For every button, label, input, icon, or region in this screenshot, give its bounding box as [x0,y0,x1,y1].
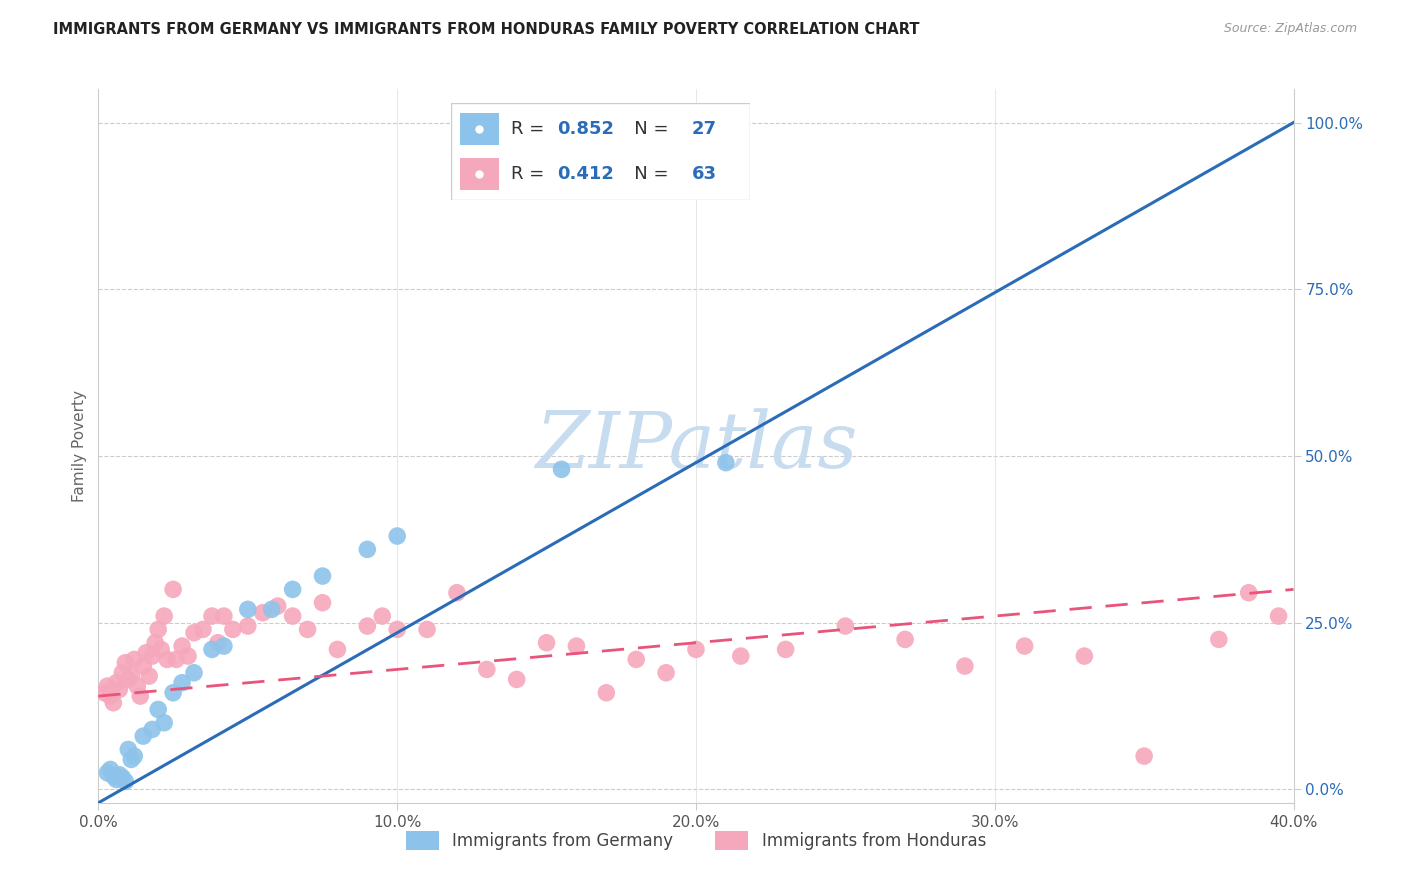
Point [260,602,283,616]
Point [141,723,163,737]
Point [297,623,319,637]
Point [127,679,149,693]
Point [183,665,205,680]
Point [201,642,224,657]
Point [132,729,155,743]
Point [103,696,125,710]
Point [129,689,152,703]
Point [135,646,157,660]
Point [311,569,333,583]
Point [172,675,194,690]
Point [165,652,187,666]
Point [143,636,166,650]
Point [201,609,224,624]
Point [114,656,136,670]
Point [730,649,752,664]
Legend: Immigrants from Germany, Immigrants from Honduras: Immigrants from Germany, Immigrants from… [398,822,994,859]
Point [371,609,394,624]
Point [595,686,617,700]
Point [156,652,179,666]
Point [111,665,134,680]
Point [1133,749,1156,764]
Point [117,742,139,756]
Point [655,665,678,680]
Point [236,602,259,616]
Point [177,649,200,664]
Point [236,619,259,633]
Point [150,642,173,657]
Point [120,669,142,683]
Point [446,585,468,599]
Text: IMMIGRANTS FROM GERMANY VS IMMIGRANTS FROM HONDURAS FAMILY POVERTY CORRELATION C: IMMIGRANTS FROM GERMANY VS IMMIGRANTS FR… [53,22,920,37]
Point [475,662,498,676]
Point [111,771,134,785]
Point [506,673,529,687]
Point [141,649,163,664]
Point [191,623,214,637]
Point [834,619,856,633]
Point [105,675,128,690]
Point [124,652,146,666]
Point [148,702,170,716]
Point [162,686,184,700]
Point [103,769,125,783]
Point [267,599,290,613]
Point [105,772,128,787]
Point [1208,632,1230,647]
Point [626,652,648,666]
Point [894,632,917,647]
Point [138,669,160,683]
Point [93,686,115,700]
Point [311,596,333,610]
Point [1073,649,1095,664]
Point [96,679,118,693]
Point [326,642,349,657]
Point [565,639,588,653]
Point [120,752,142,766]
Point [252,606,274,620]
Point [775,642,797,657]
Point [162,582,184,597]
Point [222,623,245,637]
Point [207,636,229,650]
Point [172,639,194,653]
Point [153,715,176,730]
Point [1014,639,1036,653]
Point [153,609,176,624]
Point [385,623,409,637]
Point [416,623,439,637]
Point [148,623,170,637]
Point [117,673,139,687]
Point [108,768,131,782]
Point [550,462,572,476]
Point [536,636,558,650]
Point [281,609,304,624]
Text: Source: ZipAtlas.com: Source: ZipAtlas.com [1223,22,1357,36]
Point [714,456,737,470]
Point [281,582,304,597]
Point [356,542,378,557]
Point [356,619,378,633]
Point [98,689,122,703]
Point [183,625,205,640]
Point [685,642,707,657]
Point [132,659,155,673]
Point [953,659,976,673]
Point [385,529,409,543]
Point [124,749,146,764]
Point [212,639,235,653]
Point [114,774,136,789]
Point [1267,609,1289,624]
Point [96,765,118,780]
Y-axis label: Family Poverty: Family Poverty [72,390,87,502]
Point [1237,585,1260,599]
Point [108,682,131,697]
Point [98,763,122,777]
Text: ZIPatlas: ZIPatlas [534,408,858,484]
Point [212,609,235,624]
